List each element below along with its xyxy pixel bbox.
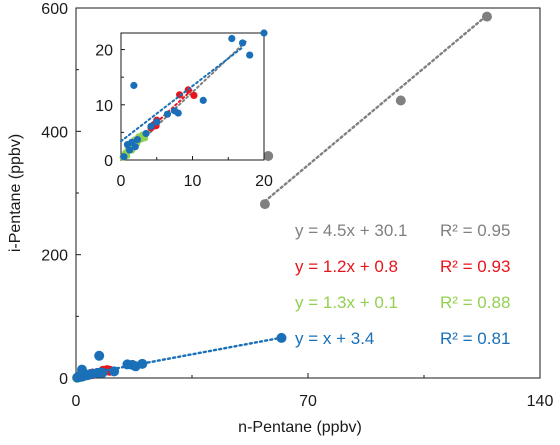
inset-y-tick-label: 10: [95, 98, 113, 115]
inset-data-point: [228, 34, 236, 43]
r-squared-label: R² = 0.95: [440, 221, 510, 240]
inset-data-point: [199, 96, 207, 104]
data-point: [395, 95, 406, 106]
data-point: [109, 366, 120, 377]
inset-data-point: [153, 118, 161, 126]
inset-x-tick-label: 20: [255, 173, 273, 190]
inset-data-point: [163, 110, 172, 118]
inset-data-point: [190, 91, 198, 99]
trend-equation: y = x + 3.4: [295, 329, 374, 348]
inset-data-point: [131, 143, 139, 151]
trendline: [74, 336, 283, 378]
data-point: [276, 332, 287, 343]
inset-x-tick-label: 0: [117, 173, 126, 190]
y-tick-label: 0: [59, 371, 68, 388]
trend-equation: y = 1.3x + 0.1: [295, 293, 398, 312]
data-point: [259, 199, 270, 210]
inset-y-tick-label: 0: [104, 153, 113, 170]
inset-data-point: [174, 109, 182, 117]
y-axis-title: i-Pentane (ppbv): [7, 134, 24, 252]
data-point: [97, 367, 108, 378]
y-tick-label: 400: [41, 124, 68, 141]
r-squared-label: R² = 0.81: [440, 329, 510, 348]
x-tick-label: 0: [72, 393, 81, 410]
trend-equation: y = 1.2x + 0.8: [295, 257, 398, 276]
inset-data-point: [125, 146, 134, 154]
data-point: [481, 11, 492, 22]
inset-data-point: [130, 81, 138, 90]
inset-plot-area: 0 10 20 0 10 20: [95, 29, 273, 190]
inset-data-point: [147, 122, 155, 130]
data-point: [263, 151, 274, 161]
inset-trendline: [120, 46, 244, 143]
inset-data-point: [120, 153, 128, 161]
inset-data-point: [238, 39, 247, 47]
y-tick-label: 200: [41, 248, 68, 265]
inset-trendline: [120, 40, 248, 161]
inset-data-point: [246, 51, 254, 59]
r-squared-label: R² = 0.93: [440, 257, 510, 276]
inset-y-tick-label: 20: [95, 43, 113, 60]
inset-x-tick-label: 10: [184, 173, 202, 190]
y-tick-label: 600: [41, 1, 68, 18]
equation-legend: y = 4.5x + 30.1 R² = 0.95 y = 1.2x + 0.8 R²…: [295, 221, 510, 348]
inset-data-point: [133, 135, 142, 144]
data-point: [137, 358, 148, 369]
trend-equation: y = 4.5x + 30.1: [295, 221, 407, 240]
x-tick-label: 70: [299, 393, 317, 410]
x-tick-label: 140: [527, 393, 554, 410]
x-axis-title: n-Pentane (ppbv): [238, 419, 362, 436]
data-point: [94, 350, 105, 361]
inset-data-point: [260, 29, 268, 37]
trendline: [263, 14, 489, 203]
inset-data-point: [142, 129, 150, 138]
r-squared-label: R² = 0.88: [440, 293, 510, 312]
